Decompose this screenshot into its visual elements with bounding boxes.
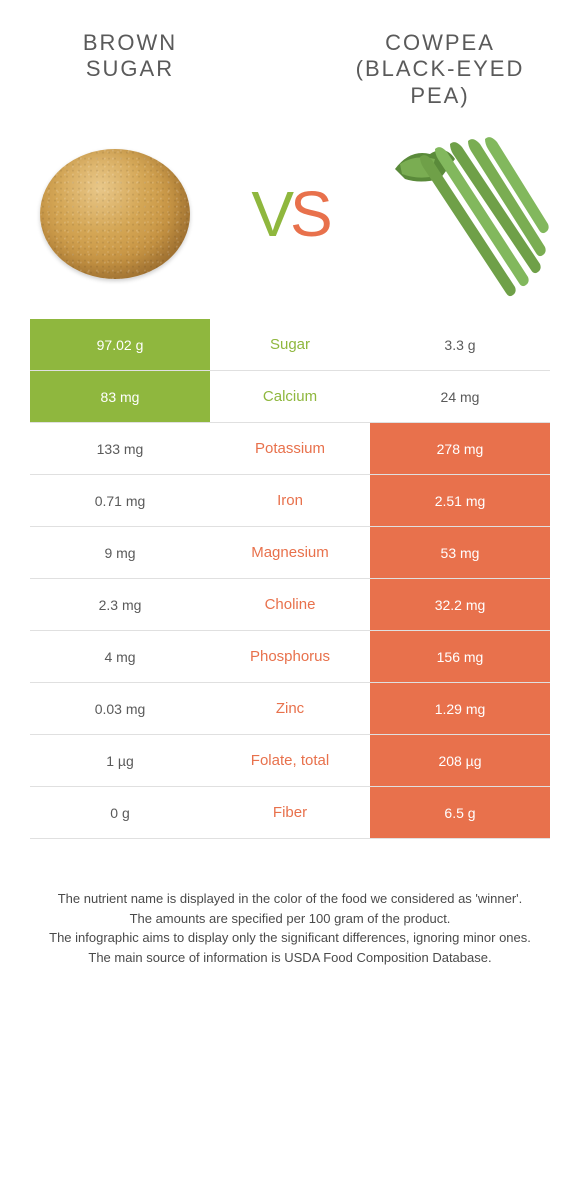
cell-right: 3.3 g xyxy=(370,319,550,370)
footer-line: The main source of information is USDA F… xyxy=(30,948,550,968)
cell-left: 2.3 mg xyxy=(30,579,210,630)
footer-line: The nutrient name is displayed in the co… xyxy=(30,889,550,909)
cell-label: Sugar xyxy=(210,319,370,370)
title-line: Sugar xyxy=(40,56,220,82)
cell-right: 53 mg xyxy=(370,527,550,578)
cell-label: Fiber xyxy=(210,787,370,838)
title-line: Cowpea xyxy=(340,30,540,56)
images-row: VS xyxy=(0,119,580,319)
sugar-pile-icon xyxy=(40,149,190,279)
cell-label: Potassium xyxy=(210,423,370,474)
footer-notes: The nutrient name is displayed in the co… xyxy=(0,839,580,987)
cell-right: 278 mg xyxy=(370,423,550,474)
footer-line: The infographic aims to display only the… xyxy=(30,928,550,948)
cell-left: 97.02 g xyxy=(30,319,210,370)
cell-label: Folate, total xyxy=(210,735,370,786)
cell-left: 0 g xyxy=(30,787,210,838)
cowpea-image xyxy=(380,129,550,299)
cell-left: 1 µg xyxy=(30,735,210,786)
cell-label: Zinc xyxy=(210,683,370,734)
cell-label: Choline xyxy=(210,579,370,630)
title-line: (Black-Eyed xyxy=(340,56,540,82)
cell-right: 2.51 mg xyxy=(370,475,550,526)
cell-left: 83 mg xyxy=(30,371,210,422)
table-row: 97.02 gSugar3.3 g xyxy=(30,319,550,371)
cell-right: 6.5 g xyxy=(370,787,550,838)
food-right-title: Cowpea (Black-Eyed Pea) xyxy=(340,30,540,109)
title-line: Pea) xyxy=(340,83,540,109)
table-row: 1 µgFolate, total208 µg xyxy=(30,735,550,787)
cell-label: Iron xyxy=(210,475,370,526)
vs-text: VS xyxy=(251,177,328,251)
cell-left: 0.71 mg xyxy=(30,475,210,526)
table-row: 133 mgPotassium278 mg xyxy=(30,423,550,475)
header: Brown Sugar Cowpea (Black-Eyed Pea) xyxy=(0,0,580,119)
comparison-table: 97.02 gSugar3.3 g83 mgCalcium24 mg133 mg… xyxy=(0,319,580,839)
brown-sugar-image xyxy=(30,129,200,299)
table-row: 9 mgMagnesium53 mg xyxy=(30,527,550,579)
cell-label: Phosphorus xyxy=(210,631,370,682)
cell-right: 24 mg xyxy=(370,371,550,422)
cell-label: Magnesium xyxy=(210,527,370,578)
cowpea-icon xyxy=(380,129,550,299)
table-row: 0 gFiber6.5 g xyxy=(30,787,550,839)
table-row: 0.71 mgIron2.51 mg xyxy=(30,475,550,527)
cell-left: 4 mg xyxy=(30,631,210,682)
food-left-title: Brown Sugar xyxy=(40,30,220,109)
cell-right: 32.2 mg xyxy=(370,579,550,630)
cell-left: 0.03 mg xyxy=(30,683,210,734)
table-row: 4 mgPhosphorus156 mg xyxy=(30,631,550,683)
cell-right: 1.29 mg xyxy=(370,683,550,734)
footer-line: The amounts are specified per 100 gram o… xyxy=(30,909,550,929)
cell-right: 156 mg xyxy=(370,631,550,682)
table-row: 0.03 mgZinc1.29 mg xyxy=(30,683,550,735)
table-row: 2.3 mgCholine32.2 mg xyxy=(30,579,550,631)
cell-left: 9 mg xyxy=(30,527,210,578)
cell-right: 208 µg xyxy=(370,735,550,786)
table-row: 83 mgCalcium24 mg xyxy=(30,371,550,423)
title-line: Brown xyxy=(40,30,220,56)
cell-left: 133 mg xyxy=(30,423,210,474)
cell-label: Calcium xyxy=(210,371,370,422)
